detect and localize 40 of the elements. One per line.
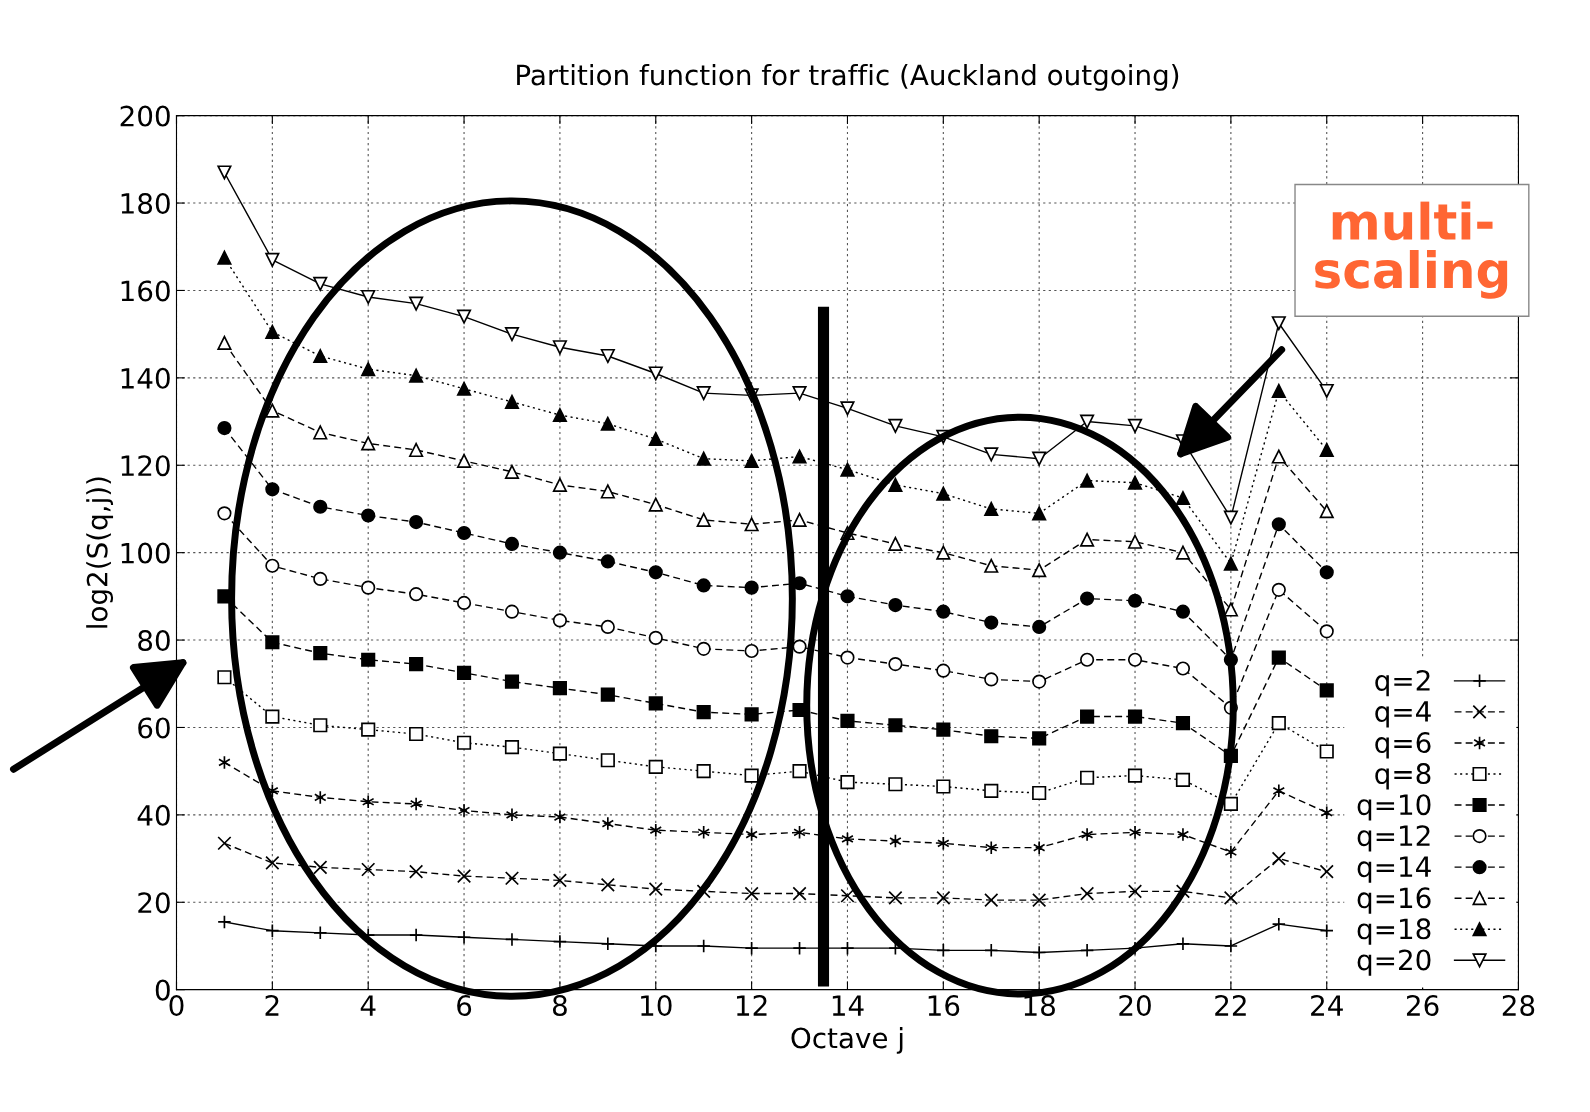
legend-label: q=2	[1375, 669, 1430, 697]
x-tick-label: 22	[1215, 995, 1246, 1016]
x-tick-label: 6	[457, 995, 472, 1017]
legend-label: q=14	[1357, 856, 1431, 883]
legend-label: q=16	[1357, 887, 1431, 914]
x-axis-title: Octave j	[791, 1026, 903, 1054]
x-tick-label: 2	[265, 995, 279, 1016]
y-tick-label: 140	[121, 367, 170, 389]
legend-label: q=4	[1375, 701, 1431, 728]
y-tick-label: 80	[138, 630, 170, 652]
annotation: multi- scaling	[1315, 201, 1508, 299]
x-tick-label: 16	[928, 995, 960, 1017]
x-tick-label: 10	[641, 995, 672, 1017]
legend-label: q=18	[1357, 918, 1431, 945]
x-tick-label: 8	[552, 995, 567, 1017]
legend-label: q=6	[1375, 732, 1431, 759]
y-tick-label: 100	[121, 542, 170, 564]
y-tick-label: 40	[137, 804, 170, 826]
x-tick-label: 20	[1119, 995, 1151, 1017]
y-tick-label: 20	[138, 892, 170, 914]
legend-label: q=10	[1357, 794, 1431, 821]
chart-title: Partition function for traffic (Auckland outgoing)	[517, 63, 1179, 91]
x-tick-label: 26	[1406, 995, 1439, 1017]
x-tick-label: 0	[169, 995, 184, 1017]
y-tick-label: 120	[121, 455, 170, 477]
x-tick-label: 24	[1311, 995, 1343, 1016]
y-tick-label: 180	[121, 192, 170, 214]
x-tick-label: 18	[1024, 995, 1055, 1017]
x-tick-label: 28	[1502, 995, 1535, 1017]
legend-label: q=12	[1357, 825, 1430, 852]
y-tick-label: 0	[155, 979, 170, 1001]
y-tick-label: 160	[121, 280, 170, 302]
y-tick-label: 200	[120, 105, 170, 127]
x-tick-label: 4	[360, 995, 376, 1016]
x-tick-label: 12	[736, 995, 767, 1016]
y-tick-label: 60	[138, 717, 170, 739]
y-axis-title: log2(S(q,j))	[86, 477, 114, 628]
legend-label: q=8	[1375, 763, 1431, 790]
legend-label: q=20	[1357, 949, 1431, 976]
x-tick-label: 14	[832, 995, 864, 1016]
